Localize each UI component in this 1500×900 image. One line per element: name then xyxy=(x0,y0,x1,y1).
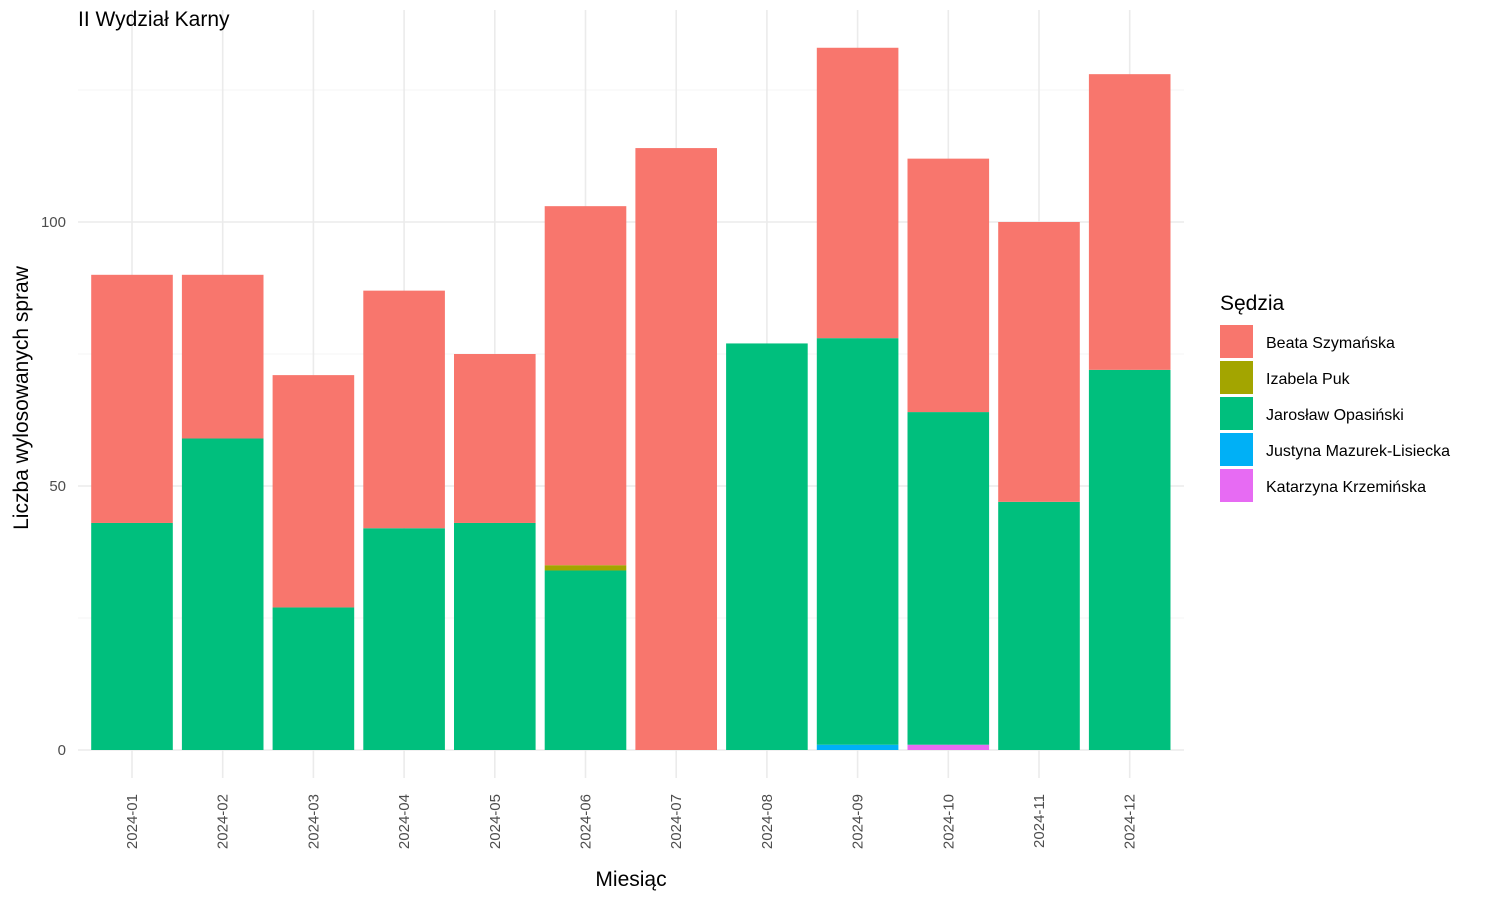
y-tick-label: 0 xyxy=(58,742,66,759)
legend: Sędzia Beata Szymańska Izabela Puk Jarosła… xyxy=(1220,292,1450,502)
x-tick-label: 2024-08 xyxy=(759,794,776,849)
bar-segment xyxy=(272,375,355,608)
bar-segment xyxy=(454,354,536,523)
y-tick-label: 50 xyxy=(49,478,66,495)
x-tick-label: 2024-09 xyxy=(850,794,867,849)
bar-segment xyxy=(726,343,808,750)
x-tick-label: 2024-04 xyxy=(396,794,413,849)
x-tick-label: 2024-03 xyxy=(305,794,322,849)
legend-swatch xyxy=(1220,397,1253,430)
bars xyxy=(91,47,1171,750)
legend-swatch xyxy=(1220,433,1253,466)
y-tick-label: 100 xyxy=(41,214,66,231)
bar-segment xyxy=(363,290,445,529)
legend-item-label: Katarzyna Krzemińska xyxy=(1266,479,1426,496)
chart-title: II Wydział Karny xyxy=(78,8,230,31)
legend-item-label: Jarosław Opasiński xyxy=(1266,407,1404,424)
bar-segment xyxy=(1088,74,1171,370)
y-tick-labels: 0 50 100 xyxy=(41,214,66,759)
bar-segment xyxy=(907,744,990,750)
bar-segment xyxy=(1088,369,1171,750)
bar-segment xyxy=(544,565,627,571)
x-tick-label: 2024-10 xyxy=(940,794,957,849)
legend-item-label: Beata Szymańska xyxy=(1266,335,1395,352)
bar-segment xyxy=(635,148,717,750)
bar-segment xyxy=(816,744,899,750)
x-axis-title: Miesiąc xyxy=(595,868,666,891)
x-tick-label: 2024-11 xyxy=(1031,794,1048,848)
x-tick-label: 2024-07 xyxy=(668,794,685,849)
bar-segment xyxy=(91,274,173,523)
bar-segment xyxy=(181,438,264,750)
bar-segment xyxy=(816,338,899,745)
bar-segment xyxy=(816,47,899,339)
x-tick-label: 2024-06 xyxy=(578,794,595,849)
legend-title: Sędzia xyxy=(1220,292,1285,315)
x-tick-label: 2024-12 xyxy=(1122,794,1139,849)
bar-segment xyxy=(907,158,990,413)
x-tick-label: 2024-01 xyxy=(124,794,141,849)
bar-segment xyxy=(363,528,445,750)
x-tick-labels: 2024-01 2024-02 2024-03 2024-04 2024-05 2024-… xyxy=(124,794,1139,849)
bar-segment xyxy=(272,607,355,750)
legend-item-label: Justyna Mazurek-Lisiecka xyxy=(1266,443,1450,460)
legend-swatch xyxy=(1220,361,1253,394)
legend-swatch xyxy=(1220,325,1253,358)
y-axis-title: Liczba wylosowanych spraw xyxy=(10,265,33,530)
legend-swatch xyxy=(1220,469,1253,502)
bar-segment xyxy=(998,501,1080,750)
bar-segment xyxy=(181,274,264,439)
legend-item-label: Izabela Puk xyxy=(1266,371,1351,388)
bar-segment xyxy=(544,206,627,566)
bar-segment xyxy=(998,222,1080,502)
bar-segment xyxy=(454,522,536,750)
x-tick-label: 2024-05 xyxy=(487,794,504,849)
x-tick-label: 2024-02 xyxy=(215,794,232,849)
bar-segment xyxy=(907,412,990,745)
bar-segment xyxy=(91,522,173,750)
bar-segment xyxy=(544,570,627,750)
